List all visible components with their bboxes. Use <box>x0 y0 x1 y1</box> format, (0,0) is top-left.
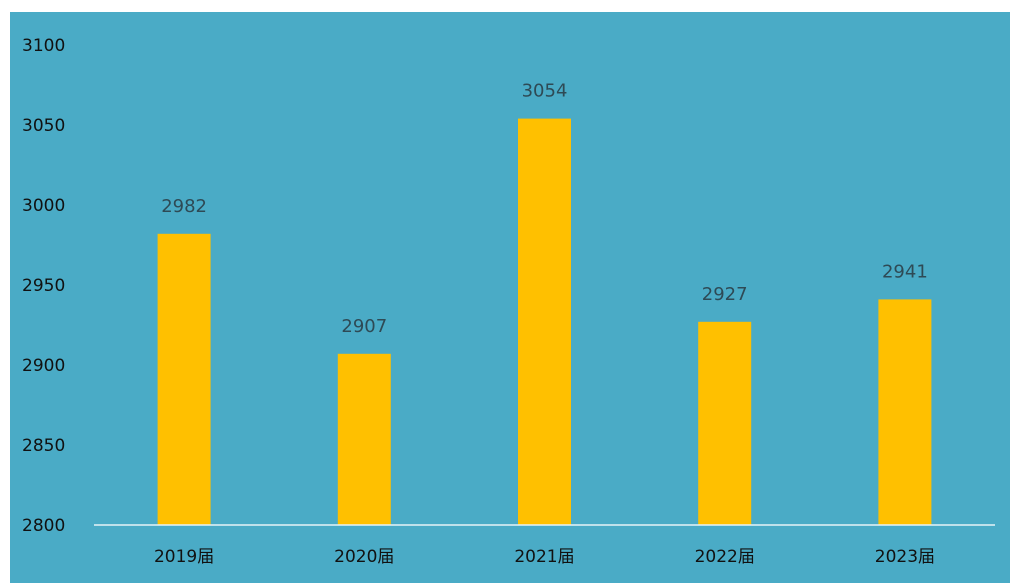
x-axis: 2019届 2020届 2021届 2022届 2023届 <box>154 547 935 567</box>
data-label: 3054 <box>522 81 568 102</box>
bar-2023届 <box>878 299 932 525</box>
y-tick-label: 2950 <box>22 276 65 296</box>
x-tick-label: 2020届 <box>334 547 394 567</box>
bar-chart: 2800 2850 2900 2950 3000 3050 3100 2982 2907 305… <box>22 36 995 567</box>
bars <box>157 118 932 526</box>
bar-2022届 <box>698 321 752 525</box>
data-label: 2927 <box>702 284 748 305</box>
data-labels: 2982 2907 3054 2927 2941 <box>161 81 928 337</box>
data-label: 2941 <box>882 261 928 282</box>
bar-2019届 <box>157 233 211 526</box>
data-label: 2982 <box>161 196 207 217</box>
x-tick-label: 2023届 <box>875 547 935 567</box>
bar-2020届 <box>337 353 391 525</box>
x-tick-label: 2021届 <box>514 547 574 567</box>
y-tick-label: 2900 <box>22 356 65 376</box>
y-axis: 2800 2850 2900 2950 3000 3050 3100 <box>22 36 65 536</box>
y-tick-label: 2800 <box>22 516 65 536</box>
chart-panel: 2800 2850 2900 2950 3000 3050 3100 2982 2907 305… <box>10 12 1010 583</box>
y-tick-label: 2850 <box>22 436 65 456</box>
y-tick-label: 3000 <box>22 196 65 216</box>
y-tick-label: 3050 <box>22 116 65 136</box>
x-tick-label: 2019届 <box>154 547 214 567</box>
bar-2021届 <box>518 118 571 525</box>
data-label: 2907 <box>341 316 387 337</box>
y-tick-label: 3100 <box>22 36 65 56</box>
x-tick-label: 2022届 <box>695 547 755 567</box>
